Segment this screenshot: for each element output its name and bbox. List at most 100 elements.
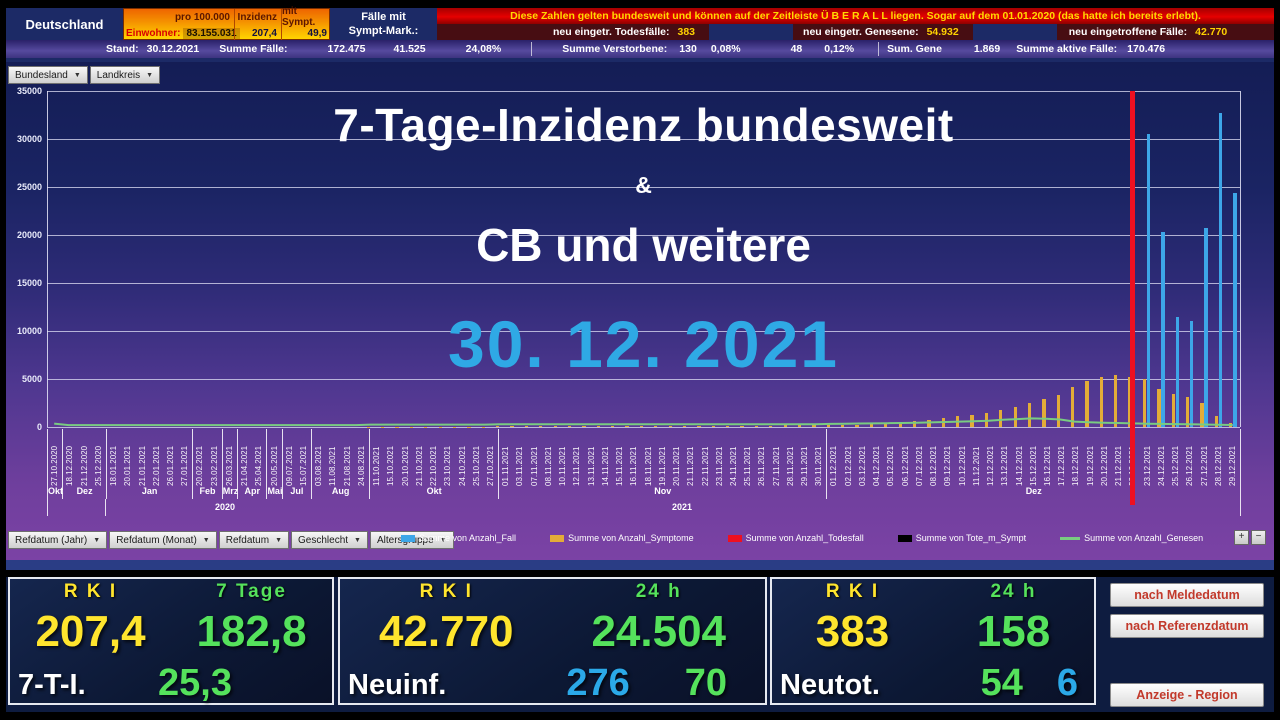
month-label: Apr bbox=[244, 486, 260, 496]
tote-sympt-value: 48 bbox=[790, 43, 803, 55]
card-col1-header: R K I bbox=[63, 581, 118, 602]
x-tick-label: 10.12.2021 bbox=[957, 445, 967, 486]
x-tick-label: 22.11.2021 bbox=[700, 446, 710, 486]
card-value-row: 42.770 24.504 bbox=[340, 607, 765, 659]
x-tick-label: 08.12.2021 bbox=[929, 445, 939, 486]
x-tick-label: 03.11.2021 bbox=[515, 446, 525, 486]
x-tick-label: 18.11.2021 bbox=[643, 446, 653, 486]
date-labels: 18.01.2021 20.01.2021 21.01.2021 22.01.2021… bbox=[107, 429, 192, 486]
bar-anzahl_symptome bbox=[611, 426, 615, 427]
x-tick-label: 24.11.2021 bbox=[728, 446, 738, 486]
filter-field-button[interactable]: Geschlecht ▼ bbox=[291, 531, 368, 549]
x-tick-label: 17.12.2021 bbox=[1057, 445, 1067, 486]
card-value-row: 207,4 182,8 bbox=[10, 607, 332, 659]
zoom-out-button[interactable]: − bbox=[1251, 530, 1266, 545]
x-tick-label: 20.10.2021 bbox=[400, 445, 410, 486]
bar-anzahl_symptome bbox=[869, 423, 874, 427]
x-tick-label: 05.12.2021 bbox=[886, 445, 896, 486]
x-tick-label: 11.08.2021 bbox=[328, 446, 338, 486]
new-entries-row: neu eingetr. Todesfälle: 383 neu eingetr. … bbox=[437, 24, 1274, 40]
x-tick-label: 28.11.2021 bbox=[785, 446, 795, 486]
bar-anzahl_symptome bbox=[553, 426, 557, 427]
bar-anzahl_fall bbox=[1190, 321, 1194, 427]
x-tick-label: 14.11.2021 bbox=[600, 446, 610, 486]
bar-anzahl_symptome bbox=[1027, 403, 1032, 427]
x-tick-label: 29.11.2021 bbox=[800, 446, 810, 486]
x-tick-label: 20.12.2021 bbox=[1099, 445, 1109, 486]
stand-row: Stand: 30.12.2021 Summe Fälle: 172.475 4… bbox=[6, 40, 1274, 58]
x-tick-label: 28.12.2021 bbox=[1213, 445, 1223, 486]
date-labels: 20.02.2021 23.02.2021 bbox=[193, 429, 221, 486]
new-entry-label: neu eingetr. Todesfälle: bbox=[553, 26, 670, 38]
inzidenz-label: Inzidenz bbox=[234, 9, 281, 25]
side-button-nach-meldedatum[interactable]: nach Meldedatum bbox=[1110, 583, 1264, 607]
x-tick-label: 09.12.2021 bbox=[943, 445, 953, 486]
x-tick-label: 26.11.2021 bbox=[757, 446, 767, 486]
bar-anzahl_symptome bbox=[999, 409, 1003, 427]
x-tick-label: 25.10.2021 bbox=[471, 445, 481, 486]
bar-anzahl_symptome bbox=[1200, 403, 1204, 427]
side-button-nach-referenzdatum[interactable]: nach Referenzdatum bbox=[1110, 614, 1264, 638]
card-col1-value: 207,4 bbox=[35, 607, 146, 656]
pivot-field-button[interactable]: Landkreis ▼ bbox=[89, 66, 161, 84]
y-tick-label: 20000 bbox=[16, 230, 42, 240]
header-bar: Deutschland pro 100.000 Inzidenz mit Sym… bbox=[6, 6, 1274, 62]
mit-sympt-value: 49,9 bbox=[281, 25, 331, 41]
year-label: 2021 bbox=[672, 502, 693, 512]
month-label: Aug bbox=[331, 486, 350, 496]
verstorbene-label: Summe Verstorbene: bbox=[562, 43, 668, 55]
card-col2-header: 7 Tage bbox=[216, 581, 287, 602]
pivot-field-buttons: Bundesland ▼ Landkreis ▼ bbox=[8, 66, 161, 84]
bar-anzahl_fall bbox=[1175, 316, 1180, 427]
x-tick-label: 01.11.2021 bbox=[501, 446, 511, 486]
verstorbene-share: 0,08% bbox=[710, 43, 741, 55]
x-tick-label: 21.01.2021 bbox=[137, 445, 147, 486]
divider bbox=[531, 42, 533, 56]
month-group: 01.11.2021 03.11.2021 07.11.2021 08.11.2021… bbox=[498, 429, 826, 499]
legend-item: Summe von Anzahl_Symptome bbox=[550, 533, 694, 543]
legend-item: Summe von Tote_m_Sympt bbox=[897, 533, 1026, 543]
x-tick-label: 15.10.2021 bbox=[386, 445, 396, 486]
filter-field-button[interactable]: Refdatum ▼ bbox=[218, 531, 290, 549]
separator-gap bbox=[6, 570, 1274, 577]
card-row-label: Neutot. bbox=[780, 669, 880, 701]
zoom-in-button[interactable]: + bbox=[1234, 530, 1249, 545]
bar-anzahl_symptome bbox=[1114, 375, 1118, 427]
bar-anzahl_symptome bbox=[984, 412, 989, 427]
x-tick-label: 23.12.2021 bbox=[1142, 445, 1152, 486]
side-button-anzeige-region[interactable]: Anzeige - Region bbox=[1110, 683, 1264, 707]
card-extra-value: 6 bbox=[1056, 662, 1078, 704]
bar-anzahl_symptome bbox=[1142, 379, 1147, 427]
bar-anzahl_symptome bbox=[1214, 416, 1219, 427]
filter-field-button[interactable]: Refdatum (Monat) ▼ bbox=[109, 531, 217, 549]
month-group: 20.05.2021 Mai bbox=[266, 429, 282, 499]
bar-anzahl_symptome bbox=[1071, 386, 1075, 427]
stand-label: Stand: bbox=[106, 43, 139, 55]
stats-box: pro 100.000 Inzidenz mit Sympt. Einwohne… bbox=[123, 6, 331, 41]
chevron-down-icon: ▼ bbox=[73, 71, 81, 79]
legend-label: Summe von Anzahl_Genesen bbox=[1084, 533, 1204, 543]
x-tick-label: 25.12.2021 bbox=[1171, 445, 1181, 486]
card-bottom-row: Neutot. 54 6 bbox=[772, 659, 1094, 703]
x-tick-label: 23.10.2021 bbox=[443, 445, 453, 486]
date-labels: 21.04.2021 25.04.2021 bbox=[238, 429, 266, 486]
bar-anzahl_symptome bbox=[682, 425, 687, 427]
separator-band bbox=[6, 560, 1274, 570]
year-axis bbox=[47, 499, 1241, 516]
mit-sympt-label: mit Sympt. bbox=[281, 6, 331, 28]
legend-swatch bbox=[727, 534, 742, 542]
x-tick-label: 18.12.2021 bbox=[1071, 445, 1081, 486]
pivot-field-button[interactable]: Bundesland ▼ bbox=[8, 66, 88, 84]
filter-field-button[interactable]: Refdatum (Jahr) ▼ bbox=[8, 531, 108, 549]
zoom-controls: + − bbox=[1234, 530, 1266, 545]
bar-anzahl_fall bbox=[1146, 134, 1151, 427]
y-tick-label: 10000 bbox=[16, 326, 42, 336]
y-tick-label: 25000 bbox=[16, 182, 42, 192]
x-tick-label: 20.05.2021 bbox=[269, 445, 279, 486]
bar-anzahl_symptome bbox=[567, 426, 572, 427]
divider bbox=[878, 42, 880, 56]
x-tick-label: 12.12.2021 bbox=[986, 445, 996, 486]
month-label: Jan bbox=[141, 486, 158, 496]
x-tick-label: 09.07.2021 bbox=[284, 445, 294, 486]
kpi-card: R K I 24 h 42.770 24.504 Neuinf. 276 70 bbox=[338, 577, 767, 705]
